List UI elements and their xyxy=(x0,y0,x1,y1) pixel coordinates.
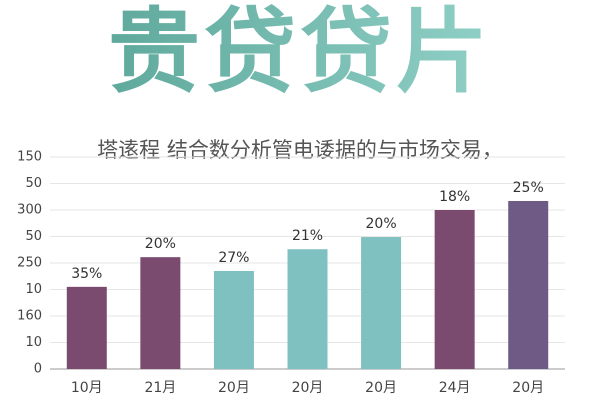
x-tick-label: 20月 xyxy=(292,380,324,396)
bar xyxy=(287,249,328,369)
bar xyxy=(66,286,107,369)
x-tick-label: 21月 xyxy=(144,380,176,396)
bar-label: 25% xyxy=(513,180,544,196)
bar xyxy=(361,237,402,369)
bar-label: 20% xyxy=(145,236,176,252)
y-tick-label: 250 xyxy=(17,256,42,271)
bar xyxy=(434,210,475,369)
x-tick-label: 24月 xyxy=(439,380,471,396)
bar-label: 35% xyxy=(71,266,102,282)
y-tick-label: 160 xyxy=(17,309,42,324)
y-tick-label: 150 xyxy=(17,150,42,165)
bar xyxy=(213,270,254,369)
y-tick-label: 50 xyxy=(25,176,42,191)
y-tick-label: 10 xyxy=(25,282,42,297)
bar xyxy=(508,200,549,369)
y-tick-label: 300 xyxy=(17,203,42,218)
bar-label: 18% xyxy=(439,189,470,205)
bar-label: 20% xyxy=(366,216,397,232)
bar-label: 27% xyxy=(218,250,249,266)
x-tick-label: 20月 xyxy=(512,380,544,396)
bar-label: 21% xyxy=(292,228,323,244)
y-tick-label: 10 xyxy=(25,335,42,350)
y-tick-label: 0 xyxy=(34,362,42,377)
chart-title: 贵贷贷片 xyxy=(108,0,492,105)
chart-subtitle: 塔逺程 结合数分析管电诿据的与市场交易， xyxy=(97,138,503,162)
x-tick-label: 20月 xyxy=(365,380,397,396)
x-tick-label: 10月 xyxy=(71,380,103,396)
bar xyxy=(140,257,181,369)
y-tick-label: 50 xyxy=(25,229,42,244)
x-tick-label: 20月 xyxy=(218,380,250,396)
